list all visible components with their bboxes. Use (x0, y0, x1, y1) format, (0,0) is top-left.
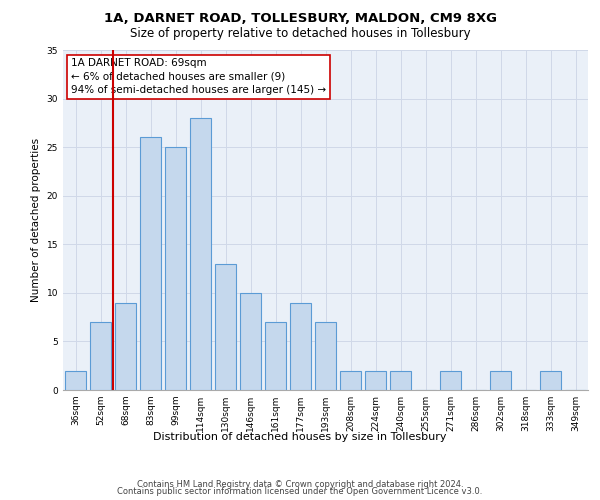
Text: Contains HM Land Registry data © Crown copyright and database right 2024.: Contains HM Land Registry data © Crown c… (137, 480, 463, 489)
Text: Distribution of detached houses by size in Tollesbury: Distribution of detached houses by size … (153, 432, 447, 442)
Text: 1A, DARNET ROAD, TOLLESBURY, MALDON, CM9 8XG: 1A, DARNET ROAD, TOLLESBURY, MALDON, CM9… (104, 12, 497, 24)
Bar (190, 118, 211, 390)
Bar (340, 370, 361, 390)
Bar (290, 302, 311, 390)
Bar (490, 370, 511, 390)
Bar (265, 322, 286, 390)
Bar (215, 264, 236, 390)
Bar (540, 370, 561, 390)
Bar (65, 370, 86, 390)
Bar (115, 302, 136, 390)
Bar (90, 322, 111, 390)
Text: Contains public sector information licensed under the Open Government Licence v3: Contains public sector information licen… (118, 488, 482, 496)
Bar (240, 293, 261, 390)
Bar (440, 370, 461, 390)
Bar (165, 147, 186, 390)
Text: Size of property relative to detached houses in Tollesbury: Size of property relative to detached ho… (130, 28, 470, 40)
Text: 1A DARNET ROAD: 69sqm
← 6% of detached houses are smaller (9)
94% of semi-detach: 1A DARNET ROAD: 69sqm ← 6% of detached h… (71, 58, 326, 95)
Y-axis label: Number of detached properties: Number of detached properties (31, 138, 41, 302)
Bar (390, 370, 411, 390)
Bar (140, 138, 161, 390)
Bar (365, 370, 386, 390)
Bar (315, 322, 336, 390)
